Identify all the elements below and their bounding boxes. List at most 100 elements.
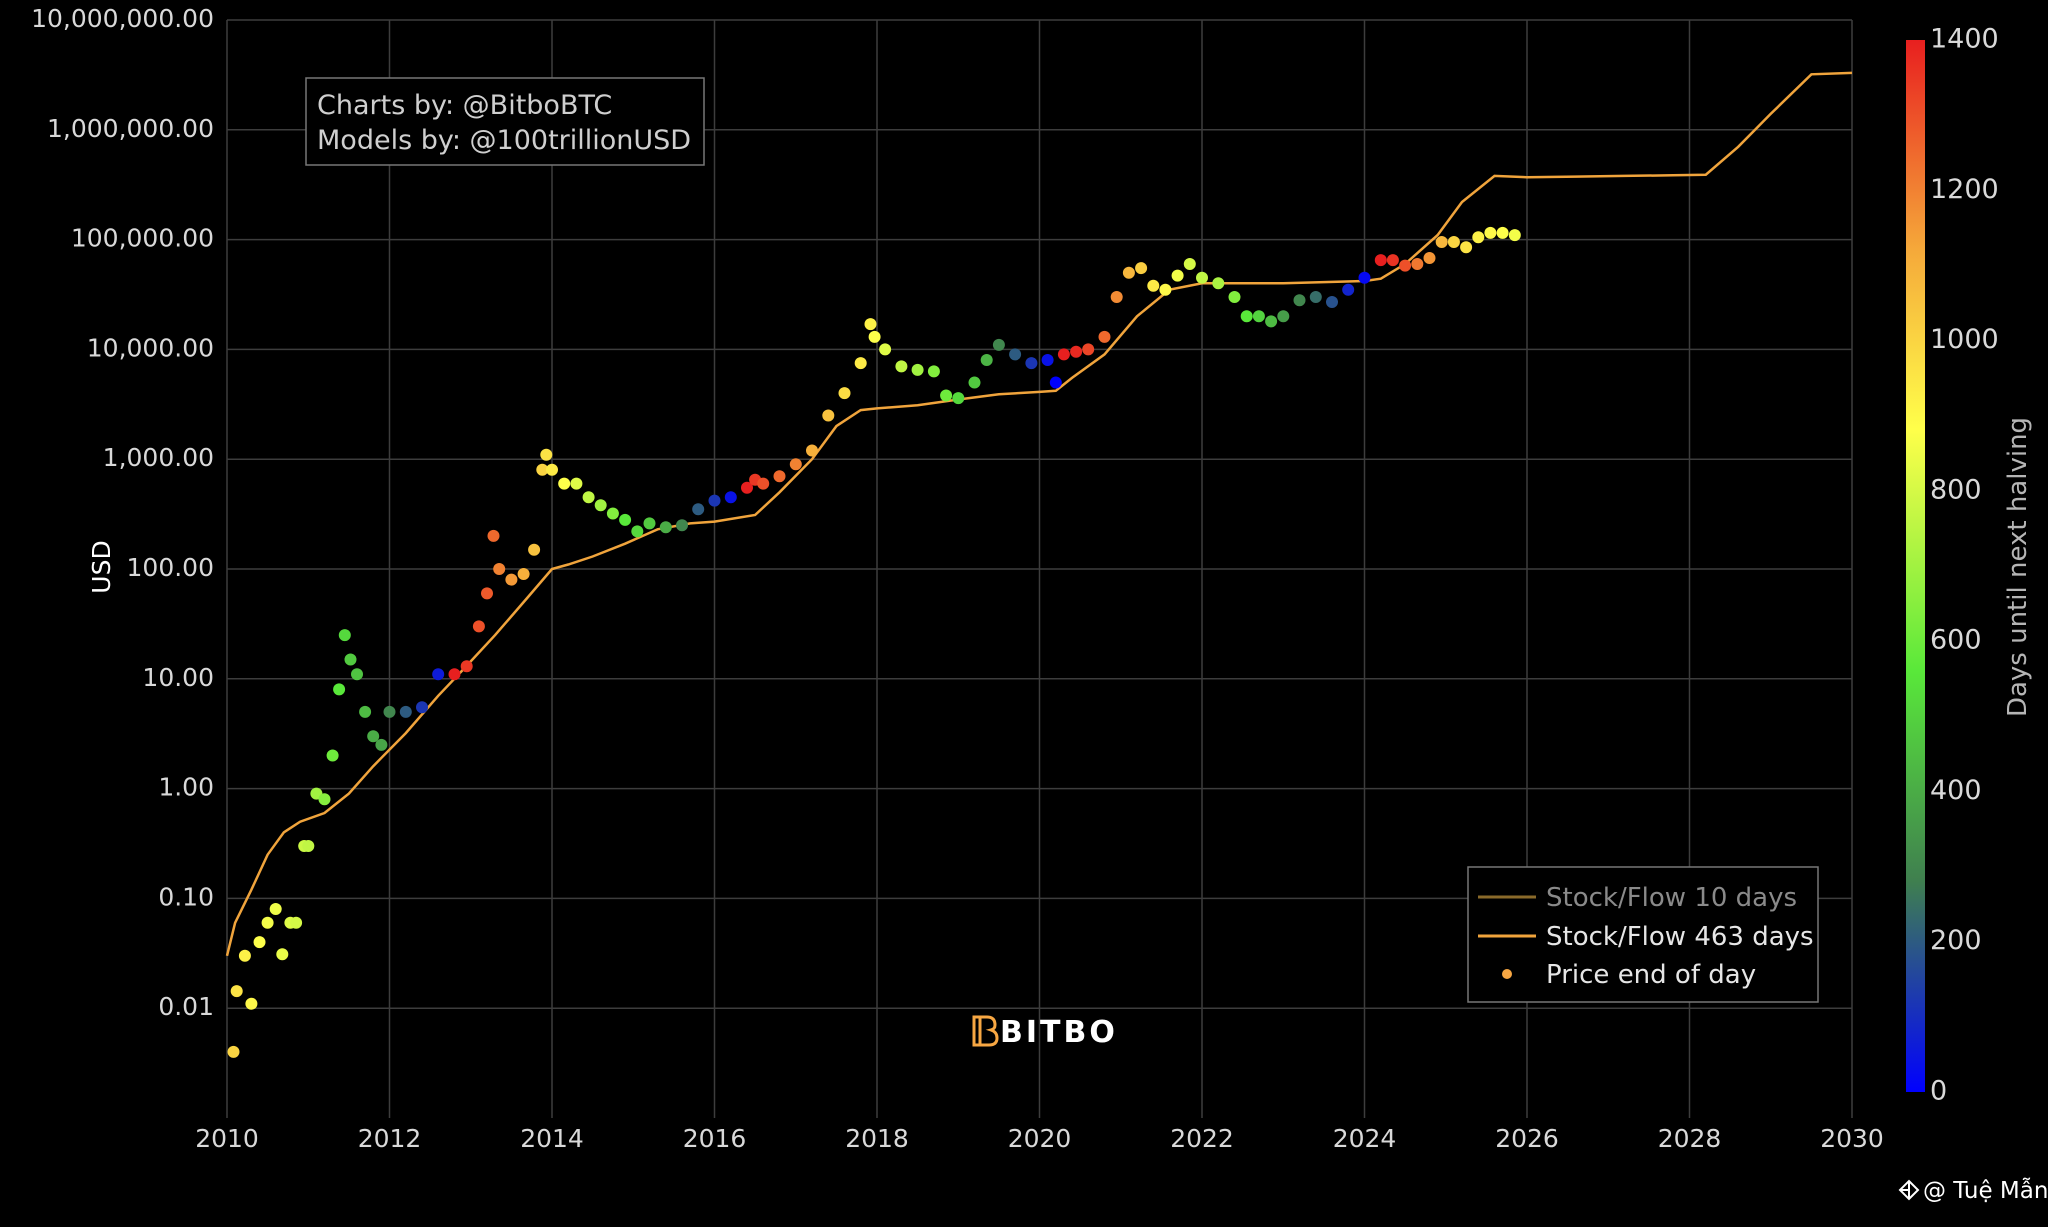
price-point: [741, 481, 753, 494]
annotation-line-models: Models by: @100trillionUSD: [317, 125, 691, 156]
y-axis-ticks: 10,000,000.00 1,000,000.00 100,000.00 10,00…: [31, 4, 214, 1021]
legend-item-price: Price end of day: [1502, 960, 1756, 990]
price-point: [980, 354, 993, 366]
price-point: [1358, 271, 1371, 284]
price-point: [1293, 294, 1306, 307]
price-point: [1070, 345, 1083, 358]
x-tick-label: 2030: [1820, 1124, 1884, 1153]
price-point: [773, 470, 786, 483]
price-point: [290, 916, 303, 929]
price-point: [238, 949, 251, 962]
colorbar-gradient: [1906, 40, 1925, 1092]
price-point: [227, 1045, 240, 1058]
colorbar-tick-label: 0: [1930, 1076, 1947, 1107]
price-point: [606, 507, 619, 520]
y-tick-label: 10,000.00: [87, 333, 214, 362]
price-point: [1447, 236, 1460, 248]
price-point: [1277, 310, 1290, 323]
price-point: [1309, 291, 1322, 303]
price-point: [643, 517, 656, 530]
colorbar-tick-label: 400: [1930, 775, 1982, 806]
x-tick-label: 2020: [1008, 1124, 1072, 1153]
bitbo-logo: BITBO: [972, 1015, 1118, 1050]
price-point: [1196, 271, 1208, 284]
x-tick-label: 2016: [683, 1124, 747, 1153]
x-tick-label: 2010: [195, 1124, 259, 1153]
price-point: [952, 392, 965, 405]
legend-label-sf463: Stock/Flow 463 days: [1546, 922, 1814, 952]
price-point: [822, 409, 835, 422]
price-point: [1082, 343, 1095, 356]
price-point: [1110, 291, 1123, 303]
y-tick-label: 100,000.00: [71, 224, 214, 253]
y-tick-label: 1,000,000.00: [47, 114, 214, 143]
price-point: [1399, 259, 1412, 272]
colorbar-tick-label: 1000: [1930, 324, 1999, 355]
x-tick-label: 2018: [845, 1124, 909, 1153]
annotation-line-charts: Charts by: @BitboBTC: [317, 90, 612, 121]
price-point: [276, 948, 289, 961]
price-point: [1025, 357, 1038, 370]
price-point: [359, 705, 372, 718]
price-point: [1049, 376, 1062, 389]
price-point: [338, 629, 351, 642]
price-point: [375, 738, 388, 751]
price-point: [460, 660, 473, 673]
x-tick-label: 2022: [1170, 1124, 1234, 1153]
price-point: [992, 338, 1005, 351]
price-point: [1342, 283, 1355, 296]
bitbo-logo-text: BITBO: [1000, 1015, 1118, 1050]
price-point: [540, 448, 553, 461]
price-point: [1484, 226, 1497, 239]
price-point: [546, 463, 558, 476]
legend-item-sf463: Stock/Flow 463 days: [1478, 922, 1814, 952]
y-tick-label: 100.00: [127, 553, 214, 582]
price-point: [940, 389, 953, 402]
price-point: [879, 343, 892, 356]
price-point: [1159, 283, 1172, 296]
price-point: [968, 376, 981, 389]
price-point: [1183, 258, 1196, 270]
colorbar-tick-label: 600: [1930, 625, 1982, 656]
x-tick-label: 2024: [1333, 1124, 1397, 1153]
price-point: [472, 620, 485, 633]
colorbar-tick-label: 200: [1930, 925, 1982, 956]
price-point: [692, 503, 705, 516]
y-tick-label: 0.10: [158, 882, 214, 911]
price-point: [838, 387, 851, 400]
price-point: [517, 568, 530, 580]
price-point: [558, 477, 571, 490]
price-point: [245, 997, 258, 1010]
price-point: [432, 668, 445, 681]
y-tick-label: 1.00: [158, 773, 214, 802]
price-point: [1009, 348, 1022, 361]
colorbar-tick-label: 1400: [1930, 24, 1999, 55]
price-point: [676, 519, 688, 532]
price-point: [708, 494, 721, 507]
price-point: [333, 683, 346, 696]
price-point: [383, 705, 396, 718]
watermark-text: @ Tuệ Mẫn: [1923, 1176, 2048, 1204]
price-point: [1240, 310, 1253, 323]
series-line-stock-flow-463: [225, 71, 1853, 957]
price-point: [659, 521, 672, 534]
price-point: [302, 840, 315, 852]
x-axis-ticks: 2010 2012 2014 2016 2018 2020 2022 2024 2026 2028…: [195, 1124, 1884, 1153]
price-point: [1041, 354, 1054, 366]
price-point: [570, 477, 583, 490]
y-tick-label: 10.00: [142, 663, 214, 692]
price-point: [789, 458, 802, 471]
price-point: [416, 701, 428, 714]
price-point: [269, 903, 282, 915]
colorbar-title: Days until next halving: [2003, 417, 2033, 717]
price-point: [318, 793, 331, 806]
colorbar-tick-label: 800: [1930, 474, 1982, 505]
price-point: [536, 463, 549, 476]
x-tick-label: 2028: [1658, 1124, 1722, 1153]
price-points: [227, 226, 1521, 1058]
price-point: [854, 357, 867, 370]
price-point: [911, 363, 924, 376]
price-point: [528, 543, 541, 556]
y-tick-label: 1,000.00: [103, 443, 214, 472]
